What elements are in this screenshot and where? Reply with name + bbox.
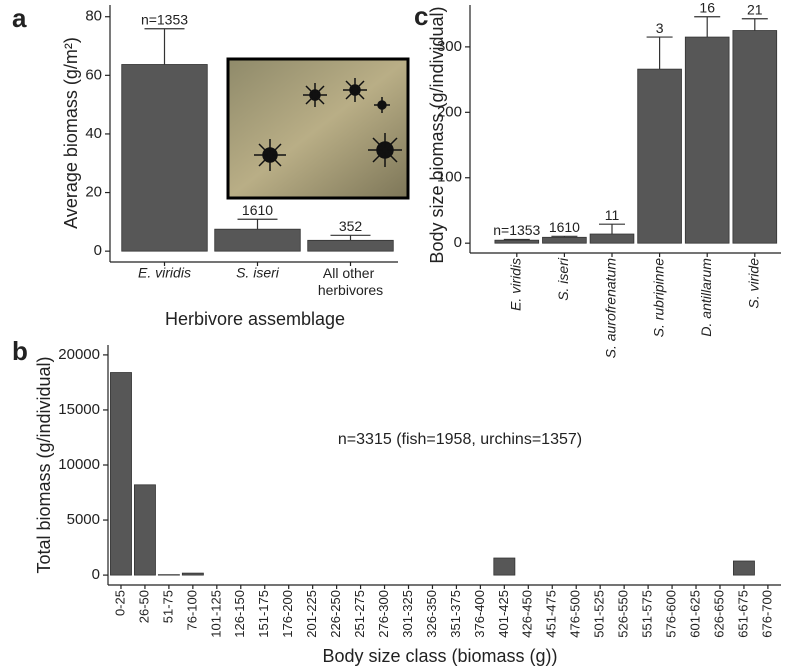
y-tick-label: 200 <box>437 103 462 120</box>
x-tick-label: S. aurofrenatum <box>603 258 619 359</box>
x-tick-label: 326-350 <box>424 590 439 638</box>
x-tick-label: 276-300 <box>376 590 391 638</box>
x-tick-label: 651-675 <box>735 590 750 638</box>
x-tick-label: 76-100 <box>184 590 199 630</box>
y-axis-label: Total biomass (g/individual) <box>34 356 54 573</box>
panel-letter: c <box>414 1 428 31</box>
n-label: 3 <box>656 20 664 36</box>
x-tick-label: 476-500 <box>568 590 583 638</box>
x-tick-label: D. antillarum <box>698 258 714 337</box>
bar <box>684 36 730 244</box>
y-tick-label: 5000 <box>67 511 100 528</box>
y-tick-label: 0 <box>92 566 100 583</box>
x-tick-label: 601-625 <box>687 590 702 638</box>
x-tick-label: 376-400 <box>472 590 487 638</box>
y-tick-label: 80 <box>85 8 102 25</box>
bar <box>542 236 587 244</box>
x-tick-label: S. viride <box>746 258 762 309</box>
x-tick-label: 401-425 <box>496 590 511 638</box>
y-tick-label: 20000 <box>58 346 100 363</box>
x-tick-label: 201-225 <box>304 590 319 638</box>
x-tick-label: 576-600 <box>663 590 678 638</box>
annotation: n=3315 (fish=1958, urchins=1357) <box>338 431 582 448</box>
x-tick-label: 351-375 <box>448 590 463 638</box>
n-label: 352 <box>339 218 363 234</box>
x-tick-label: 551-575 <box>640 590 655 638</box>
y-tick-label: 15000 <box>58 401 100 418</box>
bar <box>637 68 682 244</box>
x-tick-label: S. iseri <box>555 257 571 301</box>
bar <box>121 64 208 252</box>
n-label: 1610 <box>242 202 273 218</box>
x-tick-label: 676-700 <box>759 590 774 638</box>
x-axis-label: Herbivore assemblage <box>165 309 345 329</box>
bar <box>732 30 778 244</box>
y-axis-label: Body size biomass (g/individual) <box>427 6 447 263</box>
n-label: n=1353 <box>493 222 540 238</box>
bar <box>214 228 301 252</box>
y-tick-label: 0 <box>94 242 102 259</box>
x-tick-label: 176-200 <box>280 590 295 638</box>
bar <box>494 239 540 244</box>
bar <box>307 239 394 252</box>
n-label: 11 <box>605 207 620 223</box>
x-tick-label: 126-150 <box>232 590 247 638</box>
x-tick-label: S. iseri <box>236 265 280 281</box>
x-tick-label: E. viridis <box>138 265 191 281</box>
x-tick-label: 426-450 <box>520 590 535 638</box>
n-label: 21 <box>747 1 763 17</box>
panel-letter: b <box>12 336 28 366</box>
panel-letter: a <box>12 3 27 33</box>
x-tick-label: 101-125 <box>208 590 223 638</box>
x-tick-label: 251-275 <box>352 590 367 638</box>
y-tick-label: 300 <box>437 38 462 55</box>
bar <box>181 572 204 576</box>
bar <box>110 372 132 576</box>
y-tick-label: 0 <box>454 234 462 251</box>
n-label: 16 <box>699 0 715 15</box>
x-tick-label: All other herbivores <box>318 265 383 298</box>
bar <box>133 484 156 576</box>
x-tick-label: 151-175 <box>256 590 271 638</box>
bar <box>732 560 755 576</box>
n-label: 1610 <box>549 219 580 235</box>
x-axis-label: Body size class (biomass (g)) <box>322 646 557 666</box>
x-tick-label: E. viridis <box>508 258 524 311</box>
x-tick-label: 526-550 <box>616 590 631 638</box>
x-tick-label: 51-75 <box>160 590 175 623</box>
y-tick-label: 20 <box>85 184 102 201</box>
y-tick-label: 60 <box>85 66 102 83</box>
y-axis-label: Average biomass (g/m²) <box>61 37 81 229</box>
x-tick-label: 626-650 <box>711 590 726 638</box>
y-tick-label: 40 <box>85 125 102 142</box>
photo-inset <box>226 57 410 200</box>
x-tick-label: 501-525 <box>592 590 607 638</box>
bar <box>493 557 516 576</box>
x-tick-label: 301-325 <box>400 590 415 638</box>
y-tick-label: 10000 <box>58 456 100 473</box>
x-tick-label: 0-25 <box>112 590 127 616</box>
x-tick-label: S. rubripinne <box>650 258 666 338</box>
bar <box>589 233 635 244</box>
x-tick-label: 26-50 <box>136 590 151 623</box>
x-tick-label: 451-475 <box>544 590 559 638</box>
x-tick-label: 226-250 <box>328 590 343 638</box>
n-label: n=1353 <box>141 11 188 27</box>
y-tick-label: 100 <box>437 169 462 186</box>
